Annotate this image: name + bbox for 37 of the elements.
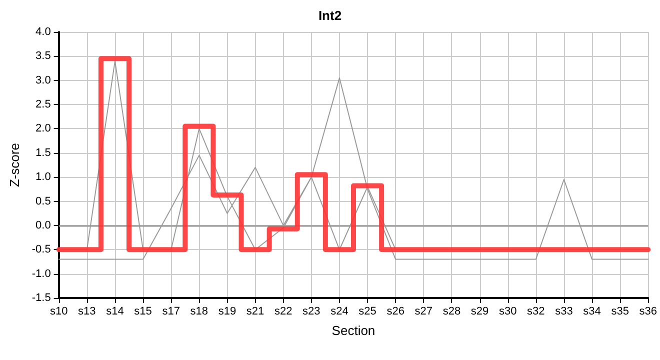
x-tick-label: s10 xyxy=(50,306,68,318)
y-tick-label: 3.5 xyxy=(36,50,51,62)
y-tick-label: -0.5 xyxy=(32,244,51,256)
y-tick-label: 3.0 xyxy=(36,74,51,86)
x-tick-label: s13 xyxy=(78,306,96,318)
x-tick-label: s30 xyxy=(498,306,517,318)
x-tick-label: s33 xyxy=(555,306,573,318)
x-tick-label: s18 xyxy=(190,306,208,318)
x-tick-label: s32 xyxy=(527,306,545,318)
y-tick-label: 1.0 xyxy=(36,171,51,184)
x-tick-label: s17 xyxy=(162,306,180,318)
x-tick-label: s25 xyxy=(358,306,376,318)
x-tick-label: s23 xyxy=(302,306,320,318)
x-tick-label: s19 xyxy=(218,306,236,318)
x-tick-label: s29 xyxy=(470,306,489,318)
x-tick-label: s24 xyxy=(330,306,348,318)
y-tick-label: 1.5 xyxy=(36,146,51,159)
x-tick-label: s15 xyxy=(134,306,152,318)
x-tick-label: s14 xyxy=(106,306,124,318)
x-tick-label: s35 xyxy=(611,306,629,318)
x-tick-label: s21 xyxy=(246,306,264,318)
y-tick-label: 2.5 xyxy=(36,98,51,111)
y-tick-label: -1.5 xyxy=(32,292,51,304)
x-tick-label: s27 xyxy=(414,306,433,318)
y-tick-label: 0.5 xyxy=(36,195,51,208)
x-tick-label: s34 xyxy=(583,306,601,318)
x-tick-label: s22 xyxy=(274,306,292,318)
x-tick-label: s28 xyxy=(442,306,461,318)
y-tick-label: 0.0 xyxy=(36,219,51,232)
y-axis-title: Z-score xyxy=(7,142,22,188)
x-axis-title: Section xyxy=(332,323,376,338)
y-tick-label: 2.0 xyxy=(36,122,51,135)
chart-title: Int2 xyxy=(318,8,342,23)
x-tick-label: s36 xyxy=(639,306,658,318)
y-tick-label: -1.0 xyxy=(32,268,51,280)
x-tick-label: s26 xyxy=(386,306,404,318)
y-tick-label: 4.0 xyxy=(36,26,51,38)
